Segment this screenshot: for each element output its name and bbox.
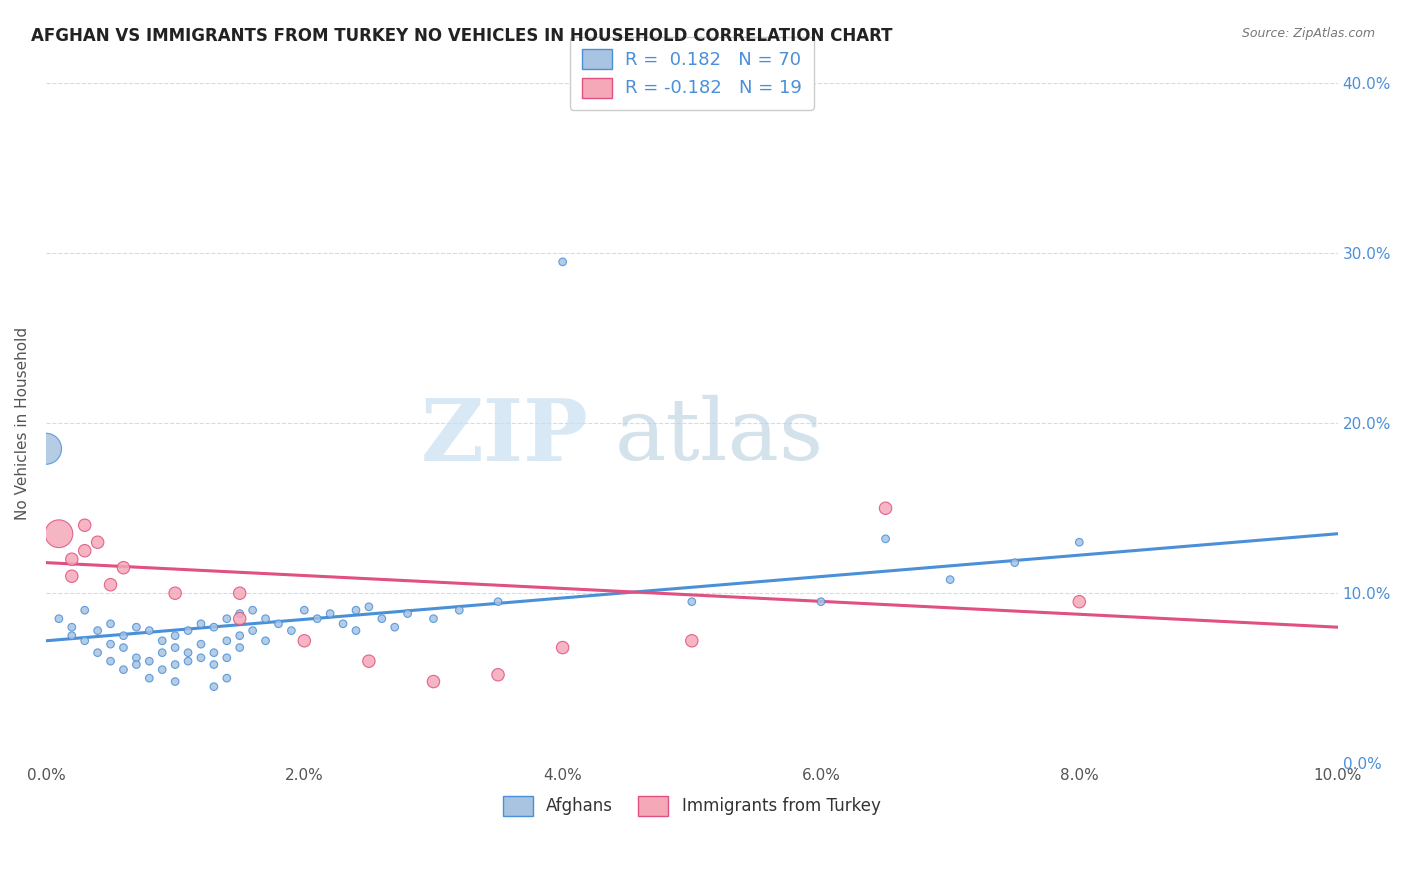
Point xyxy=(202,680,225,694)
Point xyxy=(165,640,187,655)
Point xyxy=(60,629,83,643)
Point xyxy=(215,650,238,665)
Point xyxy=(86,646,108,660)
Point xyxy=(1004,556,1026,570)
Point xyxy=(486,667,509,681)
Point xyxy=(939,573,962,587)
Point xyxy=(86,624,108,638)
Text: AFGHAN VS IMMIGRANTS FROM TURKEY NO VEHICLES IN HOUSEHOLD CORRELATION CHART: AFGHAN VS IMMIGRANTS FROM TURKEY NO VEHI… xyxy=(31,27,893,45)
Point xyxy=(150,663,173,677)
Point xyxy=(60,552,83,566)
Point xyxy=(332,616,354,631)
Point xyxy=(177,654,200,668)
Point xyxy=(292,603,315,617)
Point xyxy=(138,624,160,638)
Point xyxy=(138,671,160,685)
Point xyxy=(228,612,250,626)
Legend: Afghans, Immigrants from Turkey: Afghans, Immigrants from Turkey xyxy=(496,789,887,822)
Point xyxy=(307,612,329,626)
Point xyxy=(177,646,200,660)
Point xyxy=(177,624,200,638)
Point xyxy=(228,607,250,621)
Point xyxy=(681,633,703,648)
Point xyxy=(384,620,406,634)
Point xyxy=(357,654,380,668)
Point xyxy=(449,603,471,617)
Point xyxy=(344,603,367,617)
Point xyxy=(112,560,135,574)
Point xyxy=(357,599,380,614)
Point xyxy=(1069,595,1091,609)
Point xyxy=(48,526,70,541)
Point xyxy=(242,603,264,617)
Point xyxy=(551,640,574,655)
Point xyxy=(292,633,315,648)
Point xyxy=(125,650,148,665)
Point xyxy=(190,637,212,651)
Point xyxy=(228,586,250,600)
Point xyxy=(138,654,160,668)
Point xyxy=(396,607,419,621)
Point xyxy=(100,616,122,631)
Point xyxy=(125,620,148,634)
Point xyxy=(202,657,225,672)
Point xyxy=(267,616,290,631)
Point xyxy=(280,624,302,638)
Text: atlas: atlas xyxy=(614,395,824,478)
Point xyxy=(371,612,394,626)
Point xyxy=(100,637,122,651)
Point xyxy=(190,616,212,631)
Point xyxy=(112,629,135,643)
Point xyxy=(73,603,96,617)
Point xyxy=(254,612,277,626)
Point xyxy=(810,595,832,609)
Point xyxy=(125,657,148,672)
Point xyxy=(875,501,897,516)
Point xyxy=(875,532,897,546)
Point xyxy=(165,629,187,643)
Text: ZIP: ZIP xyxy=(420,395,589,479)
Point xyxy=(319,607,342,621)
Text: Source: ZipAtlas.com: Source: ZipAtlas.com xyxy=(1241,27,1375,40)
Point xyxy=(112,640,135,655)
Point xyxy=(35,442,58,456)
Point xyxy=(202,646,225,660)
Point xyxy=(254,633,277,648)
Point xyxy=(60,620,83,634)
Point xyxy=(681,595,703,609)
Point xyxy=(215,633,238,648)
Point xyxy=(165,657,187,672)
Point xyxy=(422,674,444,689)
Point xyxy=(112,663,135,677)
Y-axis label: No Vehicles in Household: No Vehicles in Household xyxy=(15,326,30,520)
Point xyxy=(86,535,108,549)
Point xyxy=(1069,535,1091,549)
Point xyxy=(215,671,238,685)
Point xyxy=(422,612,444,626)
Point xyxy=(228,629,250,643)
Point xyxy=(150,646,173,660)
Point xyxy=(60,569,83,583)
Point xyxy=(228,640,250,655)
Point xyxy=(344,624,367,638)
Point xyxy=(150,633,173,648)
Point xyxy=(486,595,509,609)
Point xyxy=(100,578,122,592)
Point xyxy=(551,255,574,269)
Point xyxy=(73,543,96,558)
Point xyxy=(73,518,96,533)
Point xyxy=(73,633,96,648)
Point xyxy=(202,620,225,634)
Point xyxy=(165,674,187,689)
Point xyxy=(48,612,70,626)
Point xyxy=(165,586,187,600)
Point xyxy=(190,650,212,665)
Point xyxy=(100,654,122,668)
Point xyxy=(242,624,264,638)
Point xyxy=(215,612,238,626)
